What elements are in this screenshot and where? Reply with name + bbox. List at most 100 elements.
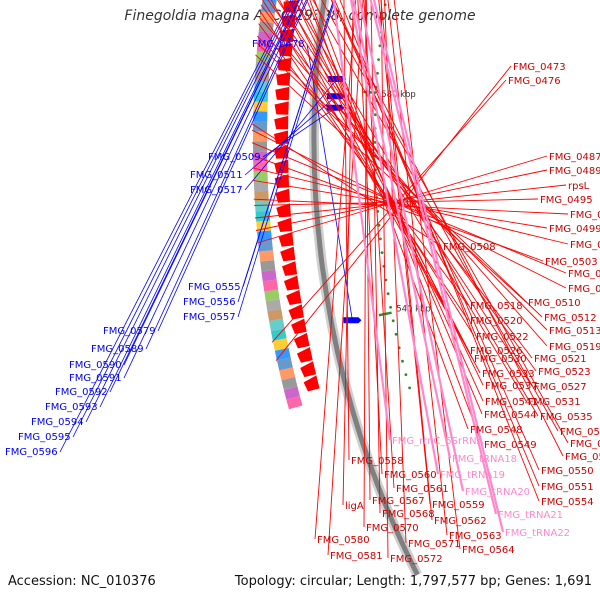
forward-gene-label: FMG_0503 bbox=[545, 257, 598, 268]
reverse-gene-label: FMG_0593 bbox=[45, 402, 98, 413]
forward-gene-label: FMG_0570 bbox=[366, 523, 419, 534]
forward-gene-label: FMG_0531 bbox=[528, 397, 581, 408]
content-band-segment bbox=[281, 376, 298, 390]
forward-gene-label: FMG_0526 bbox=[470, 346, 523, 357]
forward-gene-label: FMG_0568 bbox=[382, 509, 435, 520]
forward-gene-label: FMG_0507 bbox=[568, 284, 600, 295]
ruler-dot bbox=[404, 373, 408, 376]
forward-gene-leader bbox=[252, 167, 569, 245]
forward-gene-label: FMG_0508 bbox=[443, 242, 496, 253]
rna-gene-leader bbox=[349, 0, 440, 475]
content-band-segment bbox=[260, 259, 276, 272]
forward-gene-leader bbox=[251, 129, 567, 289]
reverse-gene-label: FMG_0556 bbox=[183, 297, 236, 308]
content-band-segment bbox=[256, 41, 272, 53]
forward-gene-leader bbox=[327, 0, 364, 556]
forward-gene-leader bbox=[357, 0, 383, 475]
label-line-layer bbox=[59, 0, 569, 559]
forward-gene-label: FMG_0518 bbox=[470, 301, 523, 312]
forward-gene-leader bbox=[342, 0, 354, 506]
ruler-dot bbox=[386, 292, 390, 296]
reverse-gene-leader bbox=[237, 0, 336, 318]
forward-gene-leader bbox=[275, 65, 512, 361]
forward-gene-label: FMG_0559 bbox=[432, 500, 485, 511]
forward-gene-label: FMG_0563 bbox=[449, 531, 502, 542]
forward-gene-arrow bbox=[282, 261, 298, 276]
reverse-gene-label: FMG_0579 bbox=[103, 326, 156, 337]
forward-gene-label: FMG_0572 bbox=[390, 554, 443, 565]
forward-gene-arrow bbox=[275, 86, 290, 101]
rna-gene-leader bbox=[372, 0, 505, 533]
ruler-dot bbox=[379, 237, 382, 241]
content-band-segment bbox=[258, 240, 273, 252]
forward-gene-leader bbox=[363, 0, 368, 528]
forward-gene-label: FMG_0543 bbox=[570, 439, 600, 450]
forward-gene-leader bbox=[279, 0, 473, 359]
content-band-segment bbox=[269, 318, 285, 331]
ruler-dot bbox=[373, 141, 377, 144]
reverse-gene-label: FMG_0592 bbox=[55, 387, 108, 398]
content-band-segment bbox=[262, 279, 279, 292]
forward-gene-leader bbox=[380, 0, 433, 521]
forward-gene-label: FMG_0567 bbox=[372, 496, 425, 507]
content-band-segment bbox=[286, 396, 303, 410]
forward-gene-label: FMG_0562 bbox=[434, 516, 487, 527]
ruler-dot bbox=[376, 71, 379, 75]
forward-gene-arrow bbox=[291, 318, 307, 334]
forward-gene-label: FMG_0580 bbox=[317, 535, 370, 546]
reverse-gene-leader bbox=[157, 0, 309, 332]
rna-gene-label: FMG_rrnC_5SrRNA bbox=[392, 436, 484, 447]
rna-gene-label: FMG_tRNA18 bbox=[452, 454, 517, 465]
forward-gene-leader bbox=[267, 0, 537, 372]
forward-gene-label: rpsL bbox=[568, 181, 590, 192]
forward-gene-arrow bbox=[276, 72, 291, 86]
forward-gene-label: FMG_0537 bbox=[485, 381, 538, 392]
content-band-segment bbox=[279, 367, 296, 381]
forward-gene-label: FMG_0549 bbox=[484, 440, 537, 451]
forward-gene-leader bbox=[251, 142, 567, 274]
forward-gene-arrow bbox=[274, 101, 289, 115]
forward-gene-label: FMG_0513 bbox=[549, 326, 600, 337]
ruler-dot bbox=[377, 58, 380, 61]
content-band-segment bbox=[258, 21, 274, 33]
content-band-segment bbox=[276, 357, 293, 371]
reverse-gene-label: FMG_0517 bbox=[190, 185, 243, 196]
rna-gene-leader bbox=[352, 0, 452, 459]
forward-gene-label: FMG_0476 bbox=[508, 76, 561, 87]
content-band-segment bbox=[283, 386, 300, 400]
rna-gene-leader bbox=[332, 0, 392, 441]
rna-gene-label: FMG_tRNA21 bbox=[498, 510, 563, 521]
content-band-segment bbox=[261, 269, 277, 282]
forward-gene-label: FMG_0489 bbox=[549, 166, 600, 177]
reverse-gene-label: FMG_0478 bbox=[252, 39, 305, 50]
forward-gene-label: FMG_0533 bbox=[482, 369, 535, 380]
forward-gene-label: FMG_0551 bbox=[541, 482, 594, 493]
forward-gene-label: FMG_0506 bbox=[568, 269, 600, 280]
content-band-segment bbox=[257, 31, 273, 43]
forward-gene-leader bbox=[285, 0, 527, 402]
rna-gene-label: FMG_tRNA19 bbox=[440, 470, 505, 481]
forward-gene-leader bbox=[378, 0, 431, 505]
forward-gene-label: FMG_0564 bbox=[462, 545, 515, 556]
ruler-dot bbox=[391, 319, 395, 323]
content-band-segment bbox=[259, 11, 275, 23]
forward-gene-arrow bbox=[296, 347, 313, 363]
forward-gene-leader bbox=[314, 0, 357, 540]
ruler-dot bbox=[401, 359, 404, 363]
forward-gene-arrow bbox=[286, 289, 302, 305]
reverse-gene-leader bbox=[59, 0, 292, 453]
content-band-segment bbox=[259, 250, 275, 262]
content-band-segment bbox=[272, 338, 289, 351]
forward-gene-arrow bbox=[283, 275, 300, 291]
forward-gene-label: FMG_0548 bbox=[470, 425, 523, 436]
reverse-gene-leader bbox=[72, 0, 294, 438]
rna-gene-label: FMG_tRNA20 bbox=[465, 487, 530, 498]
forward-gene-label: FMG_0527 bbox=[534, 382, 587, 393]
forward-gene-label: FMG_0495 bbox=[540, 195, 593, 206]
forward-gene-label: FMG_0550 bbox=[541, 466, 594, 477]
forward-gene-arrow bbox=[276, 203, 291, 218]
content-band-segment bbox=[253, 180, 269, 192]
ruler-dot bbox=[408, 386, 411, 390]
forward-gene-label: FMG_0554 bbox=[541, 497, 594, 508]
